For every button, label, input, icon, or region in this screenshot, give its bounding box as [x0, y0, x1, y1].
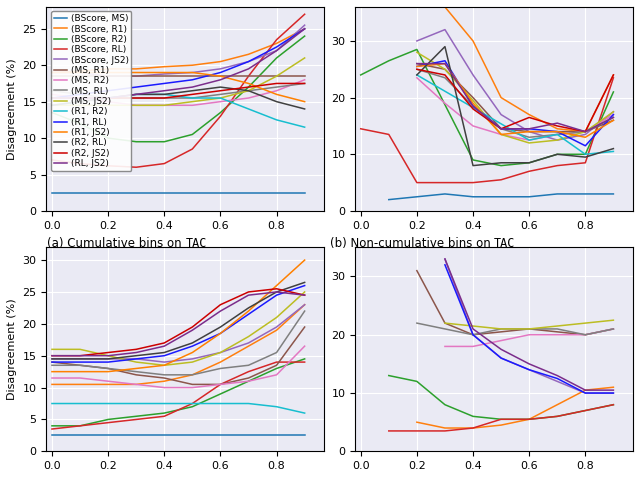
Text: TAC: TAC — [494, 237, 515, 250]
Text: (b) Non-cumulative bins on: (b) Non-cumulative bins on — [330, 237, 494, 250]
Text: TAC: TAC — [186, 237, 207, 250]
Y-axis label: Disagreement (%): Disagreement (%) — [7, 299, 17, 400]
Y-axis label: Disagreement (%): Disagreement (%) — [7, 58, 17, 160]
Legend: (BScore, MS), (BScore, R1), (BScore, R2), (BScore, RL), (BScore, JS2), (MS, R1),: (BScore, MS), (BScore, R1), (BScore, R2)… — [51, 11, 131, 171]
Text: (a) Cumulative bins on: (a) Cumulative bins on — [47, 237, 186, 250]
